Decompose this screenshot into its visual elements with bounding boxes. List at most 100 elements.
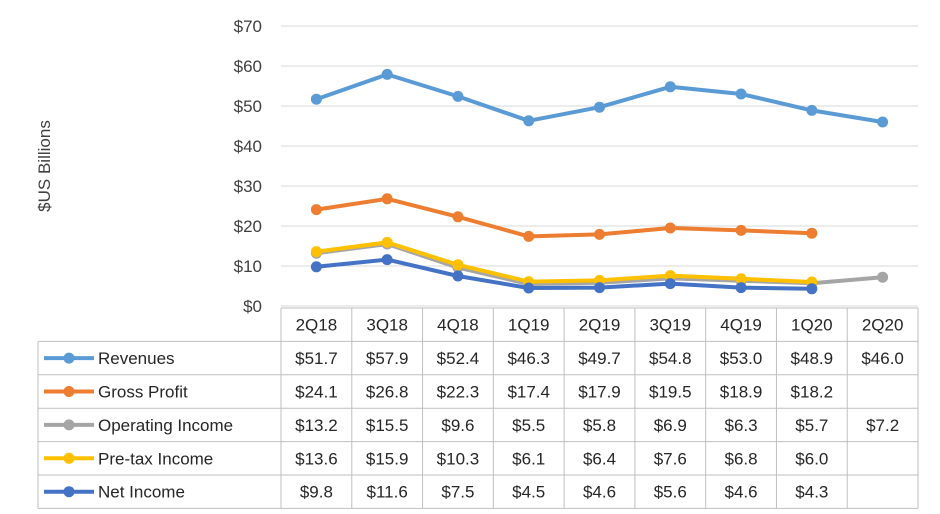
- data-label: $19.5: [649, 383, 692, 402]
- data-point: [452, 90, 464, 102]
- y-tick-label: $50: [234, 97, 262, 116]
- series-line: [314, 196, 814, 239]
- data-point: [664, 278, 676, 290]
- data-point: [594, 228, 605, 240]
- series-gross-profit: [310, 193, 818, 242]
- data-point: [310, 246, 322, 258]
- data-label: $13.2: [295, 416, 338, 435]
- data-point: [735, 273, 747, 285]
- y-axis-label: $US Billions: [35, 120, 54, 212]
- y-tick-label: $30: [234, 177, 262, 196]
- data-label: $6.0: [795, 449, 828, 468]
- data-label: $6.8: [725, 449, 758, 468]
- category-label: 4Q18: [437, 316, 479, 335]
- data-label: $6.4: [583, 449, 616, 468]
- data-point: [523, 115, 535, 127]
- data-label: $57.9: [366, 349, 409, 368]
- data-label: $15.9: [366, 449, 409, 468]
- data-label: $11.6: [367, 483, 408, 502]
- data-label: $54.8: [649, 349, 692, 368]
- data-point: [806, 104, 818, 116]
- category-label: 2Q19: [579, 316, 621, 335]
- data-point: [523, 230, 535, 242]
- series-line: [314, 240, 814, 284]
- data-label: $26.8: [366, 383, 409, 402]
- y-axis-ticks: $0 $10 $20 $30 $40 $50 $60 $70: [234, 17, 262, 316]
- data-label: $18.9: [720, 383, 763, 402]
- data-point: [310, 204, 322, 216]
- data-point: [664, 81, 676, 93]
- series-line: [314, 72, 885, 124]
- category-label: 1Q20: [791, 316, 833, 335]
- data-label: $15.5: [366, 416, 409, 435]
- category-label: 2Q18: [296, 316, 338, 335]
- data-label: $5.5: [512, 416, 545, 435]
- data-label: $7.5: [441, 483, 474, 502]
- data-label: $17.4: [507, 383, 550, 402]
- series-lines: [310, 68, 889, 295]
- table-row: Revenues $51.7 $57.9 $52.4 $46.3 $49.7 $54.8 $5…: [44, 349, 904, 368]
- data-point: [594, 282, 605, 294]
- legend-entry: Pre-tax Income: [98, 449, 213, 468]
- data-point: [310, 93, 322, 105]
- data-label: $6.1: [512, 449, 545, 468]
- data-point: [735, 282, 747, 294]
- data-label: $51.7: [295, 349, 338, 368]
- data-label: $48.9: [791, 349, 834, 368]
- data-point: [594, 101, 605, 113]
- data-point: [381, 254, 393, 266]
- data-label: $46.0: [861, 349, 904, 368]
- data-label: $5.6: [654, 483, 687, 502]
- data-label: $22.3: [437, 383, 480, 402]
- y-tick-label: $0: [243, 297, 262, 316]
- y-tick-label: $40: [234, 137, 262, 156]
- table-row: Gross Profit $24.1 $26.8 $22.3 $17.4 $17.9 $19…: [44, 383, 833, 402]
- category-label: 1Q19: [508, 316, 550, 335]
- data-point: [735, 224, 747, 236]
- category-label: 4Q19: [720, 316, 762, 335]
- data-point: [877, 116, 889, 128]
- legend-entry: Gross Profit: [98, 383, 188, 402]
- category-label: 3Q18: [366, 316, 408, 335]
- data-label: $6.3: [725, 416, 758, 435]
- data-point: [381, 193, 393, 205]
- legend-key-marker: [63, 419, 75, 431]
- data-label: $4.5: [512, 483, 545, 502]
- data-point: [806, 227, 818, 239]
- data-point: [452, 270, 464, 282]
- data-label: $52.4: [437, 349, 480, 368]
- data-point: [452, 259, 464, 271]
- category-label: 3Q19: [649, 316, 691, 335]
- data-label: $53.0: [720, 349, 763, 368]
- data-point: [452, 211, 464, 223]
- data-label: $13.6: [295, 449, 338, 468]
- legend-key-marker: [63, 352, 75, 364]
- legend-key-marker: [63, 486, 75, 498]
- data-point: [877, 271, 889, 283]
- table-row: Net Income $9.8 $11.6 $7.5 $4.5 $4.6 $5.6 $4.6 $…: [44, 483, 828, 502]
- legend-entry: Net Income: [98, 483, 185, 502]
- data-point: [523, 282, 535, 294]
- data-label: $4.6: [725, 483, 758, 502]
- data-label: $17.9: [578, 383, 621, 402]
- data-label: $5.7: [795, 416, 828, 435]
- series-line: [314, 257, 814, 291]
- data-label: $9.6: [441, 416, 474, 435]
- series-revenues: [310, 68, 889, 128]
- data-label: $9.8: [300, 483, 333, 502]
- data-label: $7.2: [866, 416, 899, 435]
- y-tick-label: $10: [234, 257, 262, 276]
- y-tick-label: $70: [234, 17, 262, 36]
- legend-key-marker: [63, 452, 75, 464]
- data-label: $4.3: [795, 483, 828, 502]
- data-label: $18.2: [791, 383, 834, 402]
- data-point: [664, 222, 676, 234]
- data-label: $5.8: [583, 416, 616, 435]
- data-table: 2Q18 3Q18 4Q18 1Q19 2Q19 3Q19 4Q19 1Q20 2Q20 Reve…: [37, 307, 919, 509]
- data-point: [664, 270, 676, 282]
- legend-entry: Operating Income: [98, 416, 233, 435]
- data-label: $24.1: [295, 383, 338, 402]
- series-net-income: [310, 254, 818, 295]
- data-point: [310, 261, 322, 273]
